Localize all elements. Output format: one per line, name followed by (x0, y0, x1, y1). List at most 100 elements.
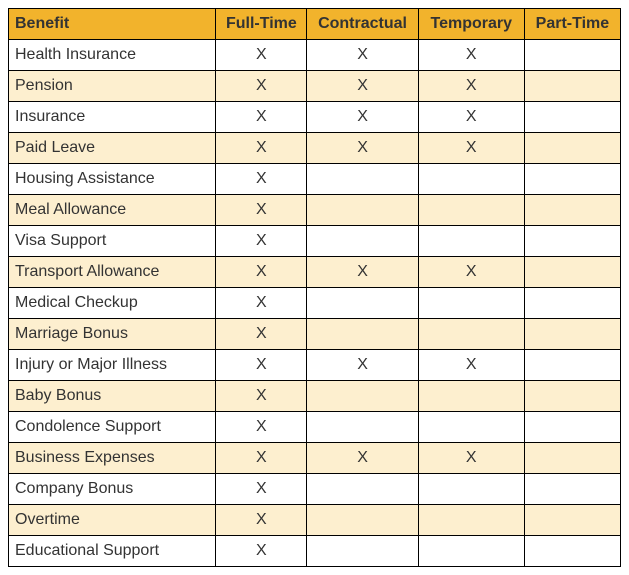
cell-full-time: X (216, 195, 307, 226)
cell-part-time (524, 412, 620, 443)
table-row: Business ExpensesXXX (9, 443, 621, 474)
col-header-full-time: Full-Time (216, 9, 307, 40)
cell-contractual (307, 319, 418, 350)
cell-benefit: Pension (9, 71, 216, 102)
cell-contractual (307, 381, 418, 412)
cell-contractual (307, 412, 418, 443)
col-header-benefit: Benefit (9, 9, 216, 40)
cell-part-time (524, 133, 620, 164)
cell-part-time (524, 257, 620, 288)
cell-full-time: X (216, 102, 307, 133)
cell-benefit: Injury or Major Illness (9, 350, 216, 381)
cell-part-time (524, 226, 620, 257)
table-row: Medical CheckupX (9, 288, 621, 319)
cell-benefit: Transport Allowance (9, 257, 216, 288)
table-row: Health InsuranceXXX (9, 40, 621, 71)
cell-benefit: Business Expenses (9, 443, 216, 474)
cell-benefit: Baby Bonus (9, 381, 216, 412)
cell-contractual: X (307, 257, 418, 288)
table-row: Condolence SupportX (9, 412, 621, 443)
cell-benefit: Paid Leave (9, 133, 216, 164)
cell-part-time (524, 319, 620, 350)
cell-full-time: X (216, 226, 307, 257)
cell-benefit: Insurance (9, 102, 216, 133)
cell-full-time: X (216, 319, 307, 350)
cell-full-time: X (216, 474, 307, 505)
col-header-part-time: Part-Time (524, 9, 620, 40)
cell-contractual: X (307, 40, 418, 71)
col-header-temporary: Temporary (418, 9, 524, 40)
cell-part-time (524, 443, 620, 474)
table-row: OvertimeX (9, 505, 621, 536)
cell-full-time: X (216, 257, 307, 288)
table-row: Housing AssistanceX (9, 164, 621, 195)
benefits-table: Benefit Full-Time Contractual Temporary … (8, 8, 621, 567)
cell-benefit: Condolence Support (9, 412, 216, 443)
cell-temporary (418, 412, 524, 443)
table-row: Injury or Major IllnessXXX (9, 350, 621, 381)
cell-part-time (524, 381, 620, 412)
table-row: Visa SupportX (9, 226, 621, 257)
cell-temporary: X (418, 443, 524, 474)
cell-part-time (524, 164, 620, 195)
cell-contractual (307, 474, 418, 505)
cell-full-time: X (216, 164, 307, 195)
cell-benefit: Meal Allowance (9, 195, 216, 226)
cell-temporary: X (418, 102, 524, 133)
table-header-row: Benefit Full-Time Contractual Temporary … (9, 9, 621, 40)
col-header-contractual: Contractual (307, 9, 418, 40)
cell-temporary (418, 226, 524, 257)
cell-benefit: Visa Support (9, 226, 216, 257)
table-body: Health InsuranceXXX PensionXXX Insurance… (9, 40, 621, 567)
cell-full-time: X (216, 40, 307, 71)
cell-contractual: X (307, 133, 418, 164)
table-row: InsuranceXXX (9, 102, 621, 133)
cell-temporary (418, 195, 524, 226)
cell-contractual: X (307, 350, 418, 381)
cell-part-time (524, 71, 620, 102)
cell-full-time: X (216, 133, 307, 164)
cell-part-time (524, 102, 620, 133)
cell-part-time (524, 474, 620, 505)
cell-full-time: X (216, 443, 307, 474)
cell-temporary (418, 319, 524, 350)
cell-part-time (524, 350, 620, 381)
cell-full-time: X (216, 288, 307, 319)
table-row: Baby BonusX (9, 381, 621, 412)
cell-benefit: Health Insurance (9, 40, 216, 71)
table-row: Marriage BonusX (9, 319, 621, 350)
cell-full-time: X (216, 71, 307, 102)
cell-part-time (524, 505, 620, 536)
cell-benefit: Medical Checkup (9, 288, 216, 319)
table-row: Company BonusX (9, 474, 621, 505)
cell-temporary (418, 474, 524, 505)
cell-contractual (307, 195, 418, 226)
cell-temporary: X (418, 133, 524, 164)
cell-temporary: X (418, 257, 524, 288)
cell-benefit: Marriage Bonus (9, 319, 216, 350)
cell-benefit: Overtime (9, 505, 216, 536)
table-row: Paid LeaveXXX (9, 133, 621, 164)
cell-temporary (418, 505, 524, 536)
cell-contractual (307, 226, 418, 257)
cell-temporary (418, 288, 524, 319)
table-row: PensionXXX (9, 71, 621, 102)
cell-benefit: Housing Assistance (9, 164, 216, 195)
cell-contractual (307, 288, 418, 319)
cell-contractual: X (307, 71, 418, 102)
cell-temporary: X (418, 350, 524, 381)
cell-temporary: X (418, 71, 524, 102)
cell-contractual: X (307, 102, 418, 133)
cell-part-time (524, 195, 620, 226)
cell-part-time (524, 40, 620, 71)
cell-benefit: Company Bonus (9, 474, 216, 505)
cell-full-time: X (216, 350, 307, 381)
cell-temporary (418, 164, 524, 195)
cell-part-time (524, 288, 620, 319)
table-row: Transport AllowanceXXX (9, 257, 621, 288)
cell-contractual (307, 164, 418, 195)
cell-temporary: X (418, 40, 524, 71)
cell-contractual (307, 505, 418, 536)
cell-full-time: X (216, 505, 307, 536)
table-row: Meal AllowanceX (9, 195, 621, 226)
